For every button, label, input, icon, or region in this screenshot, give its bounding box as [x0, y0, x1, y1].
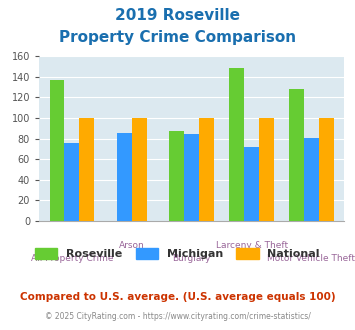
Bar	[184, 134, 199, 221]
Bar	[199, 118, 214, 221]
Bar	[244, 147, 259, 221]
Text: Larceny & Theft: Larceny & Theft	[215, 241, 288, 249]
Text: Property Crime Comparison: Property Crime Comparison	[59, 30, 296, 45]
Bar	[169, 131, 184, 221]
Text: © 2025 CityRating.com - https://www.cityrating.com/crime-statistics/: © 2025 CityRating.com - https://www.city…	[45, 312, 310, 321]
Bar	[289, 89, 304, 221]
Legend: Roseville, Michigan, National: Roseville, Michigan, National	[31, 243, 324, 263]
Text: Compared to U.S. average. (U.S. average equals 100): Compared to U.S. average. (U.S. average …	[20, 292, 335, 302]
Bar	[80, 118, 94, 221]
Text: Burglary: Burglary	[173, 254, 211, 263]
Bar	[304, 138, 319, 221]
Text: Motor Vehicle Theft: Motor Vehicle Theft	[267, 254, 355, 263]
Text: Arson: Arson	[119, 241, 145, 249]
Text: All Property Crime: All Property Crime	[31, 254, 113, 263]
Bar	[117, 133, 132, 221]
Bar	[65, 143, 80, 221]
Bar	[50, 80, 65, 221]
Bar	[319, 118, 334, 221]
Text: 2019 Roseville: 2019 Roseville	[115, 8, 240, 23]
Bar	[259, 118, 274, 221]
Bar	[229, 68, 244, 221]
Bar	[132, 118, 147, 221]
